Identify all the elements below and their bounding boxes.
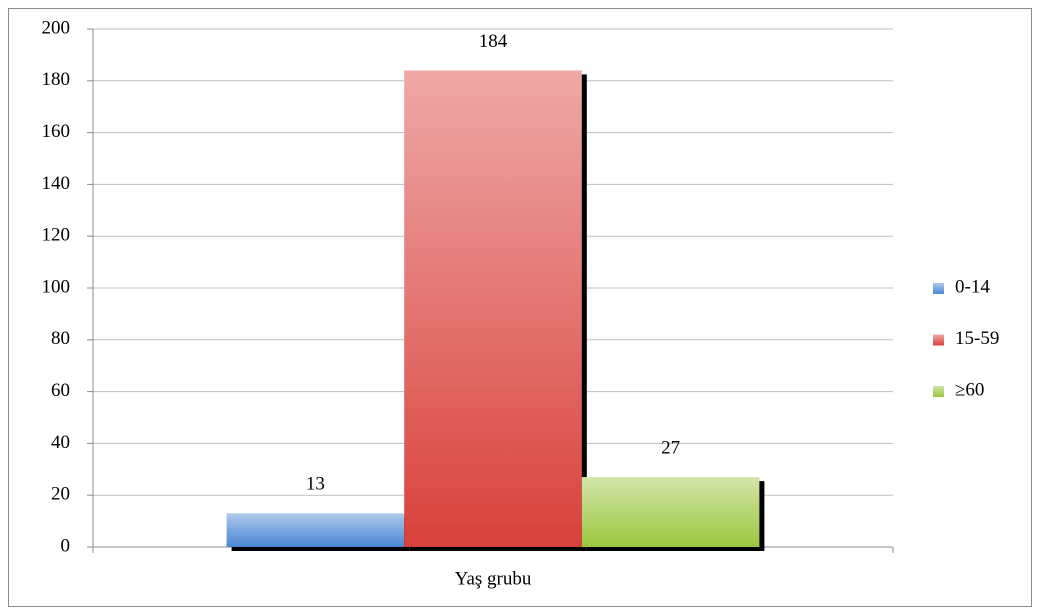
legend-swatch (933, 283, 944, 294)
y-tick-label: 140 (42, 173, 71, 194)
legend-label: 15-59 (955, 328, 999, 349)
y-tick-label: 0 (61, 535, 71, 556)
y-tick-label: 180 (42, 69, 71, 90)
legend-label: ≥60 (955, 379, 984, 400)
legend-swatch (933, 334, 944, 346)
bar (581, 477, 760, 547)
y-tick-label: 40 (51, 432, 70, 453)
y-tick-label: 60 (51, 380, 70, 401)
x-tick-label: Yaş grubu (455, 568, 532, 589)
legend-label: 0-14 (955, 276, 990, 297)
y-tick-label: 20 (51, 484, 70, 505)
y-tick-label: 200 (42, 17, 71, 38)
y-tick-label: 160 (42, 121, 71, 142)
bar (226, 513, 405, 547)
legend-swatch (933, 386, 944, 397)
y-tick-label: 100 (42, 276, 71, 297)
data-label: 13 (306, 474, 325, 495)
y-tick-label: 80 (51, 328, 70, 349)
y-tick-label: 120 (42, 225, 71, 246)
data-label: 27 (661, 437, 680, 458)
data-label: 184 (479, 31, 508, 52)
bar (404, 70, 582, 547)
